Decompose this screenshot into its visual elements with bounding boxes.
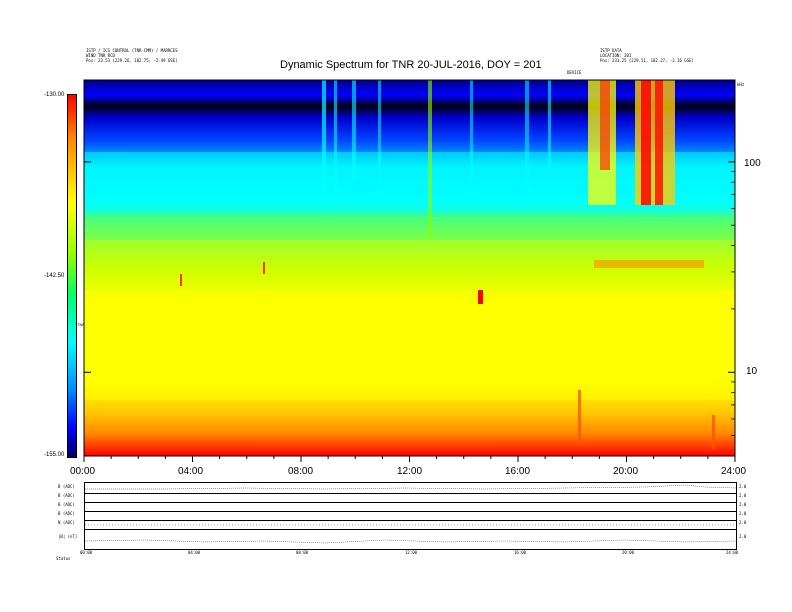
- colorbar-label: TNR: [77, 322, 86, 327]
- yellow-band-overlay: [84, 290, 735, 400]
- emission-spot: [263, 262, 265, 274]
- mini-x-tick: 04:00: [188, 550, 201, 555]
- burst-streak: [470, 80, 473, 190]
- burst-region: [600, 80, 610, 170]
- burst-streak: [525, 80, 529, 200]
- panel-label: |B| (nT): [58, 534, 78, 539]
- burst-streak: [548, 80, 551, 170]
- panel-divider: [85, 511, 736, 512]
- mini-x-tick: 08:00: [296, 550, 309, 555]
- trace-line: [85, 539, 736, 544]
- panel-label: N (ADC): [58, 520, 75, 525]
- mini-panels: [84, 482, 737, 550]
- burst-streak: [322, 80, 326, 190]
- panel-right: 2.0: [739, 511, 747, 516]
- y-unit-mark: kHz: [737, 82, 745, 87]
- burst-region: [641, 80, 651, 205]
- burst-streak: [334, 80, 337, 210]
- panel-label: B (ADC): [58, 511, 75, 516]
- cyan-band-overlay: [84, 152, 735, 217]
- colorbar-tick-mid: -142.50: [44, 273, 65, 279]
- mini-x-tick: 00:00: [80, 550, 93, 555]
- header-left-line: ISTP / ICS CONTROL (TNR-CMM) / MARRCES: [86, 48, 178, 53]
- panel-divider: [85, 529, 736, 530]
- y-tick-label: 100: [744, 158, 761, 169]
- y-axis-ticks: [84, 98, 735, 457]
- header-right-line: ISTP DATA: [600, 48, 622, 53]
- header-right-line: LOCATION: 201: [600, 53, 632, 58]
- emission-spot: [180, 274, 182, 286]
- panel-label: B (ADC): [58, 493, 75, 498]
- mini-traces: [85, 484, 736, 544]
- panel-right: 2.0: [739, 484, 747, 489]
- panel-right: 2.0: [739, 502, 747, 507]
- mini-footer-label: Status: [56, 556, 71, 561]
- mini-x-tick: 12:00: [405, 550, 418, 555]
- header-left: ISTP / ICS CONTROL (TNR-CMM) / MARRCES W…: [86, 48, 178, 63]
- header-left-line: Pos: 23.53 (229.26, 102.75, -2.49 GSE): [86, 58, 178, 63]
- panel-label: B (ADC): [58, 502, 75, 507]
- x-tick-label: 20:00: [613, 466, 639, 477]
- emission-spot: [594, 260, 704, 268]
- burst-streak: [428, 80, 432, 240]
- emission-spot: [478, 290, 483, 304]
- header-left-line: WIND TNR RCD: [86, 53, 115, 58]
- x-tick-label: 00:00: [70, 466, 96, 477]
- mini-x-tick: 16:00: [514, 550, 527, 555]
- mini-x-tick: 20:00: [622, 550, 635, 555]
- panel-right: 2.0: [739, 534, 747, 539]
- center-mark: DEVICE: [567, 70, 582, 75]
- header-right: ISTP DATA LOCATION: 201 Pos: 231.25 (229…: [600, 48, 694, 63]
- colorbar-tick-bottom: -155.00: [44, 452, 65, 458]
- y-tick-label: 10: [746, 366, 758, 377]
- panel-right: 2.0: [739, 520, 747, 525]
- green-band-overlay: [84, 212, 735, 240]
- x-tick-label: 16:00: [505, 466, 531, 477]
- header-right-line: Pos: 231.25 (229.51, 102.27, -2.16 GSE): [600, 58, 694, 63]
- panel-divider: [85, 493, 736, 494]
- x-axis-ticks: [83, 456, 736, 462]
- chart-title: Dynamic Spectrum for TNR 20-JUL-2016, DO…: [280, 59, 542, 71]
- mini-x-tick: 24:00: [726, 550, 739, 555]
- burst-streak: [378, 80, 381, 200]
- x-tick-label: 12:00: [397, 466, 423, 477]
- x-tick-label: 04:00: [178, 466, 204, 477]
- panel-label: B (ADC): [58, 484, 75, 489]
- x-tick-label: 08:00: [288, 466, 314, 477]
- x-tick-label: 24:00: [721, 466, 747, 477]
- colorbar-tick-top: -130.00: [44, 92, 65, 98]
- burst-region: [655, 80, 663, 205]
- colorbar: [67, 94, 77, 458]
- panel-divider: [85, 520, 736, 521]
- panel-divider: [85, 502, 736, 503]
- emission-spot: [578, 390, 581, 445]
- emission-spot: [712, 415, 715, 450]
- trace-line: [85, 484, 736, 490]
- panel-right: 2.0: [739, 493, 747, 498]
- burst-streak: [352, 80, 356, 180]
